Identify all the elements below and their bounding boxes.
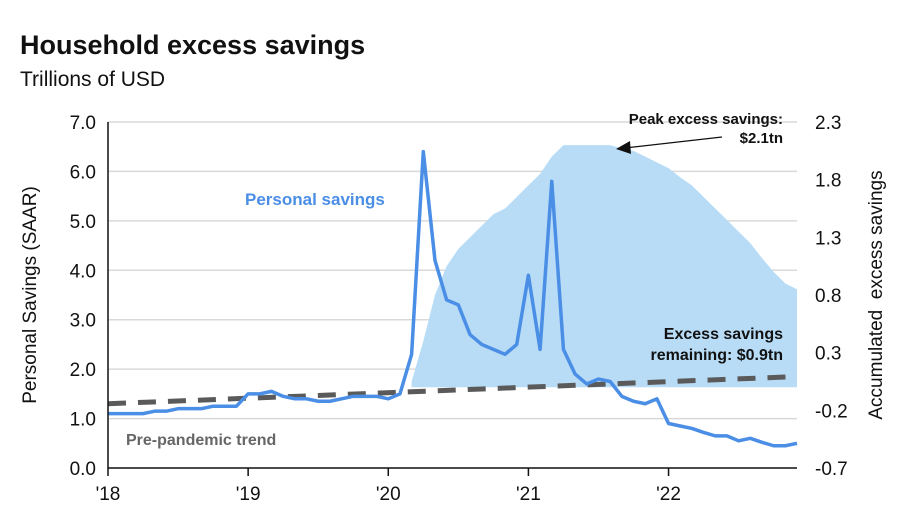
x-tick-label: '22	[656, 484, 681, 505]
peak-annotation-line2: $2.1tn	[740, 130, 783, 147]
chart-title: Household excess savings	[20, 30, 366, 60]
personal-savings-label: Personal savings	[245, 190, 385, 209]
y-tick-label: 7.0	[70, 113, 96, 134]
remaining-annotation-line2: remaining: $0.9tn	[651, 347, 783, 364]
y2-tick-label: 1.3	[815, 228, 841, 249]
trend-label: Pre-pandemic trend	[126, 432, 276, 449]
peak-arrow-line	[624, 136, 723, 149]
pre-pandemic-trend-line	[107, 374, 798, 407]
y2-tick-label: -0.2	[815, 401, 848, 422]
remaining-annotation-line1: Excess savings	[664, 326, 783, 343]
y2-tick-label: 0.3	[815, 344, 841, 365]
y-tick-label: 6.0	[70, 162, 96, 183]
personal-savings-line	[108, 149, 798, 448]
chart-subtitle: Trillions of USD	[20, 68, 166, 91]
y2-axis-label: Accumulated excess savings	[866, 170, 887, 419]
y2-tick-label: 0.8	[815, 286, 841, 307]
peak-arrow-head	[616, 141, 631, 154]
y2-tick-label: -0.7	[815, 459, 848, 480]
y-tick-label: 4.0	[70, 261, 96, 282]
y-tick-label: 0.0	[70, 459, 96, 480]
y-tick-label: 3.0	[70, 311, 96, 332]
excess-savings-area	[411, 145, 797, 388]
peak-annotation-line1: Peak excess savings:	[629, 111, 783, 128]
y2-tick-label: 2.3	[815, 113, 841, 134]
y2-tick-label: 1.8	[815, 171, 841, 192]
y-tick-label: 2.0	[70, 360, 96, 381]
x-tick-label: '19	[236, 484, 261, 505]
y-tick-label: 5.0	[70, 212, 96, 233]
x-tick-label: '18	[96, 484, 121, 505]
x-tick-label: '20	[376, 484, 401, 505]
x-tick-label: '21	[516, 484, 541, 505]
y-tick-label: 1.0	[70, 410, 96, 431]
y-axis-label: Personal Savings (SAAR)	[20, 186, 41, 404]
